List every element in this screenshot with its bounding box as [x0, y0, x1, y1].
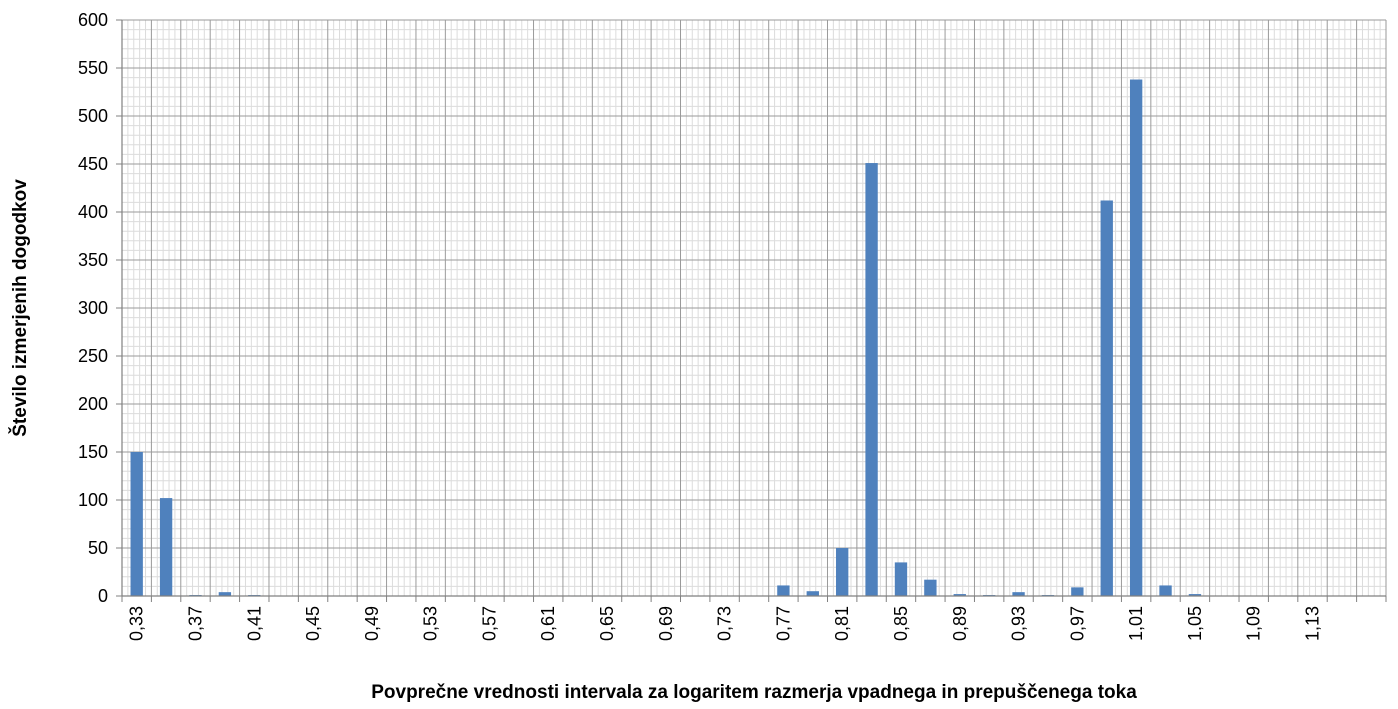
x-tick-label: 0,61: [538, 606, 558, 641]
x-tick-label: 0,57: [479, 606, 499, 641]
bar: [1188, 594, 1202, 596]
y-tick-labels: 0 50 100 150 200 250 300 350 400 450 500 550 600: [78, 10, 108, 606]
bar: [1129, 79, 1143, 596]
x-tick-label: 0,85: [891, 606, 911, 641]
x-tick-label: 0,77: [773, 606, 793, 641]
bar: [130, 452, 143, 596]
x-tick-label: 0,53: [421, 606, 441, 641]
bar: [777, 585, 790, 596]
x-tick-label: 0,89: [950, 606, 970, 641]
bar-series: [130, 79, 1202, 597]
bar: [159, 498, 173, 596]
x-tick-label: 1,09: [1244, 606, 1264, 641]
y-tick-label: 550: [78, 58, 108, 78]
x-tick-label: 0,81: [832, 606, 852, 641]
y-tick-label: 150: [78, 442, 108, 462]
x-axis-title: Povprečne vrednosti intervala za logarit…: [371, 682, 1137, 703]
bar: [953, 594, 966, 596]
axes: [116, 19, 1387, 602]
y-axis-title: Število izmerjenih dogodkov: [9, 179, 31, 437]
bar: [836, 548, 849, 596]
x-tick-label: 0,37: [185, 606, 205, 641]
bar: [1071, 587, 1084, 596]
y-tick-label: 450: [78, 154, 108, 174]
x-tick-labels: 0,33 0,37 0,41 0,45 0,49 0,53 0,57 0,61 0,65 0,69…: [127, 606, 1323, 641]
y-tick-label: 350: [78, 250, 108, 270]
x-tick-label: 1,01: [1126, 606, 1146, 641]
y-tick-label: 100: [78, 490, 108, 510]
x-tick-label: 0,41: [244, 606, 264, 641]
x-tick-label: 0,69: [656, 606, 676, 641]
bar: [865, 163, 878, 597]
x-tick-label: 0,97: [1067, 606, 1087, 641]
y-tick-label: 400: [78, 202, 108, 222]
y-tick-label: 500: [78, 106, 108, 126]
y-tick-label: 0: [98, 586, 108, 606]
y-tick-label: 300: [78, 298, 108, 318]
x-tick-label: 0,93: [1009, 606, 1029, 641]
bar: [924, 579, 937, 596]
bar: [1012, 592, 1025, 596]
y-tick-label: 250: [78, 346, 108, 366]
x-tick-label: 0,49: [362, 606, 382, 641]
x-tick-label: 1,05: [1185, 606, 1205, 641]
bar: [218, 592, 232, 596]
x-tick-label: 0,33: [127, 606, 147, 641]
y-tick-label: 200: [78, 394, 108, 414]
x-tick-label: 0,73: [715, 606, 735, 641]
bar: [1100, 200, 1113, 597]
x-tick-label: 0,45: [303, 606, 323, 641]
x-tick-label: 0,65: [597, 606, 617, 641]
y-tick-label: 600: [78, 10, 108, 30]
x-tick-label: 1,13: [1303, 606, 1323, 641]
bar: [1159, 585, 1172, 596]
bar: [894, 562, 908, 596]
bar: [806, 591, 819, 596]
y-tick-label: 50: [88, 538, 108, 558]
